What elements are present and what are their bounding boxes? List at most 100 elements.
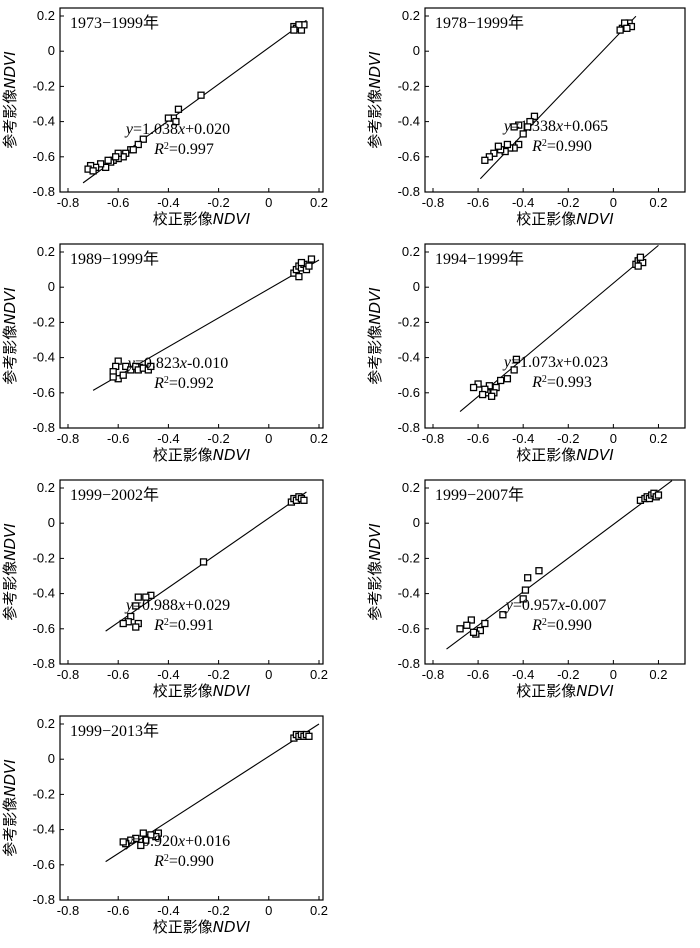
x-axis-title: 校正影像NDVI bbox=[153, 210, 251, 228]
period-label: 1999−2013年 bbox=[70, 722, 159, 740]
y-axis-title: 参考影像NDVI bbox=[1, 51, 19, 149]
y-tick-label: 0.2 bbox=[37, 8, 55, 23]
y-tick-label: -0.8 bbox=[33, 656, 55, 671]
y-tick-label: -0.4 bbox=[398, 350, 420, 365]
plot-frame bbox=[59, 479, 324, 665]
x-tick-label: -0.4 bbox=[157, 667, 179, 682]
data-point bbox=[199, 558, 208, 566]
x-axis-title: 校正影像NDVI bbox=[516, 446, 614, 464]
y-tick-label: -0.6 bbox=[33, 857, 55, 872]
data-point bbox=[295, 272, 303, 281]
data-point bbox=[487, 392, 496, 400]
data-point bbox=[104, 156, 112, 164]
regression-equation: y=0.957x-0.007 bbox=[504, 597, 607, 614]
regression-equation: y=1.073x+0.023 bbox=[502, 354, 608, 371]
y-tick-label: -0.4 bbox=[33, 586, 55, 601]
y-tick-label: 0.2 bbox=[402, 480, 420, 495]
data-point bbox=[535, 567, 543, 575]
x-tick-label: 0.2 bbox=[310, 431, 328, 446]
r-squared: R2=0.990 bbox=[531, 617, 592, 635]
data-point bbox=[469, 628, 478, 636]
plot-frame bbox=[424, 479, 686, 665]
data-point bbox=[478, 390, 487, 399]
period-label: 1973−1999年 bbox=[70, 14, 159, 32]
data-point bbox=[496, 376, 505, 385]
data-point bbox=[519, 595, 527, 603]
x-tick-label: -0.2 bbox=[207, 903, 229, 918]
data-point bbox=[297, 258, 306, 267]
data-point bbox=[172, 117, 180, 126]
regression-equation: y=0.920x+0.016 bbox=[124, 833, 230, 850]
regression-equation: y=0.988x+0.029 bbox=[124, 597, 230, 614]
data-point bbox=[147, 362, 155, 371]
y-tick-label: -0.8 bbox=[398, 656, 420, 671]
y-tick-label: 0.2 bbox=[402, 244, 420, 259]
data-point bbox=[524, 123, 532, 131]
x-axis-title: 校正影像NDVI bbox=[153, 682, 251, 700]
data-point bbox=[503, 375, 512, 383]
x-tick-label: 0 bbox=[265, 431, 272, 446]
y-tick-label: -0.6 bbox=[33, 149, 55, 164]
r-squared: R2=0.990 bbox=[153, 853, 214, 871]
y-tick-label: 0 bbox=[48, 279, 55, 294]
data-point bbox=[521, 586, 530, 594]
data-point bbox=[134, 140, 142, 149]
data-point bbox=[119, 838, 127, 846]
x-tick-label: -0.4 bbox=[512, 431, 534, 446]
data-point bbox=[132, 602, 140, 610]
period-label: 1989−1999年 bbox=[70, 250, 159, 268]
data-point bbox=[519, 130, 527, 138]
chart-panel-7: -0.8 -0.6 -0.4 -0.2 0 0.2 0.2 0 -0.2 -0.4 -0.6 -0.8… bbox=[1, 715, 328, 936]
data-point bbox=[307, 255, 316, 263]
r-squared: R2=0.993 bbox=[531, 374, 592, 392]
data-point bbox=[112, 153, 120, 161]
x-axis-title: 校正影像NDVI bbox=[516, 682, 614, 700]
x-tick-label: 0 bbox=[265, 667, 272, 682]
data-point bbox=[305, 732, 313, 740]
chart-panel-6: -0.8 -0.6 -0.4 -0.2 0 0.2 0.2 0 -0.2 -0.4 -0.6 -0.8… bbox=[366, 479, 686, 700]
y-tick-label: -0.8 bbox=[398, 184, 420, 199]
y-tick-label: 0.2 bbox=[402, 8, 420, 23]
y-tick-label: 0.2 bbox=[37, 716, 55, 731]
data-point bbox=[305, 262, 313, 270]
data-point bbox=[89, 167, 97, 175]
x-tick-label: -0.4 bbox=[512, 667, 534, 682]
plot-frame bbox=[424, 7, 686, 193]
data-point bbox=[142, 836, 150, 844]
plot-frame bbox=[424, 243, 686, 429]
data-point bbox=[456, 625, 464, 633]
data-point bbox=[137, 841, 145, 850]
x-tick-label: -0.2 bbox=[207, 431, 229, 446]
x-tick-label: 0.2 bbox=[310, 667, 328, 682]
data-point bbox=[290, 26, 298, 34]
data-point bbox=[530, 112, 539, 120]
data-point bbox=[132, 623, 140, 631]
y-tick-label: -0.4 bbox=[33, 822, 55, 837]
data-point bbox=[467, 616, 475, 624]
y-axis-title: 参考影像NDVI bbox=[1, 523, 19, 621]
x-tick-label: -0.2 bbox=[557, 431, 579, 446]
y-tick-label: -0.8 bbox=[33, 420, 55, 435]
y-tick-label: -0.6 bbox=[398, 621, 420, 636]
chart-panel-1: -0.8 -0.6 -0.4 -0.2 0 0.2 0.2 0 -0.2 -0.4 -0.6 -0.8… bbox=[1, 7, 328, 228]
x-tick-label: 0.2 bbox=[649, 195, 667, 210]
x-tick-label: -0.6 bbox=[107, 431, 129, 446]
x-tick-label: 0 bbox=[610, 667, 617, 682]
x-axis-title: 校正影像NDVI bbox=[516, 210, 614, 228]
x-tick-label: -0.6 bbox=[467, 195, 489, 210]
regression-equation: y=1.338x+0.065 bbox=[502, 118, 608, 135]
data-point bbox=[623, 24, 631, 32]
data-point bbox=[510, 366, 518, 374]
y-tick-label: -0.6 bbox=[398, 149, 420, 164]
r-squared: R2=0.990 bbox=[531, 138, 592, 156]
y-tick-label: -0.4 bbox=[33, 114, 55, 129]
x-tick-label: -0.6 bbox=[107, 195, 129, 210]
period-label: 1999−2007年 bbox=[435, 486, 524, 504]
x-tick-label: -0.8 bbox=[57, 667, 79, 682]
y-tick-label: -0.4 bbox=[33, 350, 55, 365]
period-label: 1999−2002年 bbox=[70, 486, 159, 504]
r-squared: R2=0.992 bbox=[153, 375, 214, 393]
x-tick-label: -0.2 bbox=[557, 195, 579, 210]
x-tick-label: -0.6 bbox=[467, 667, 489, 682]
